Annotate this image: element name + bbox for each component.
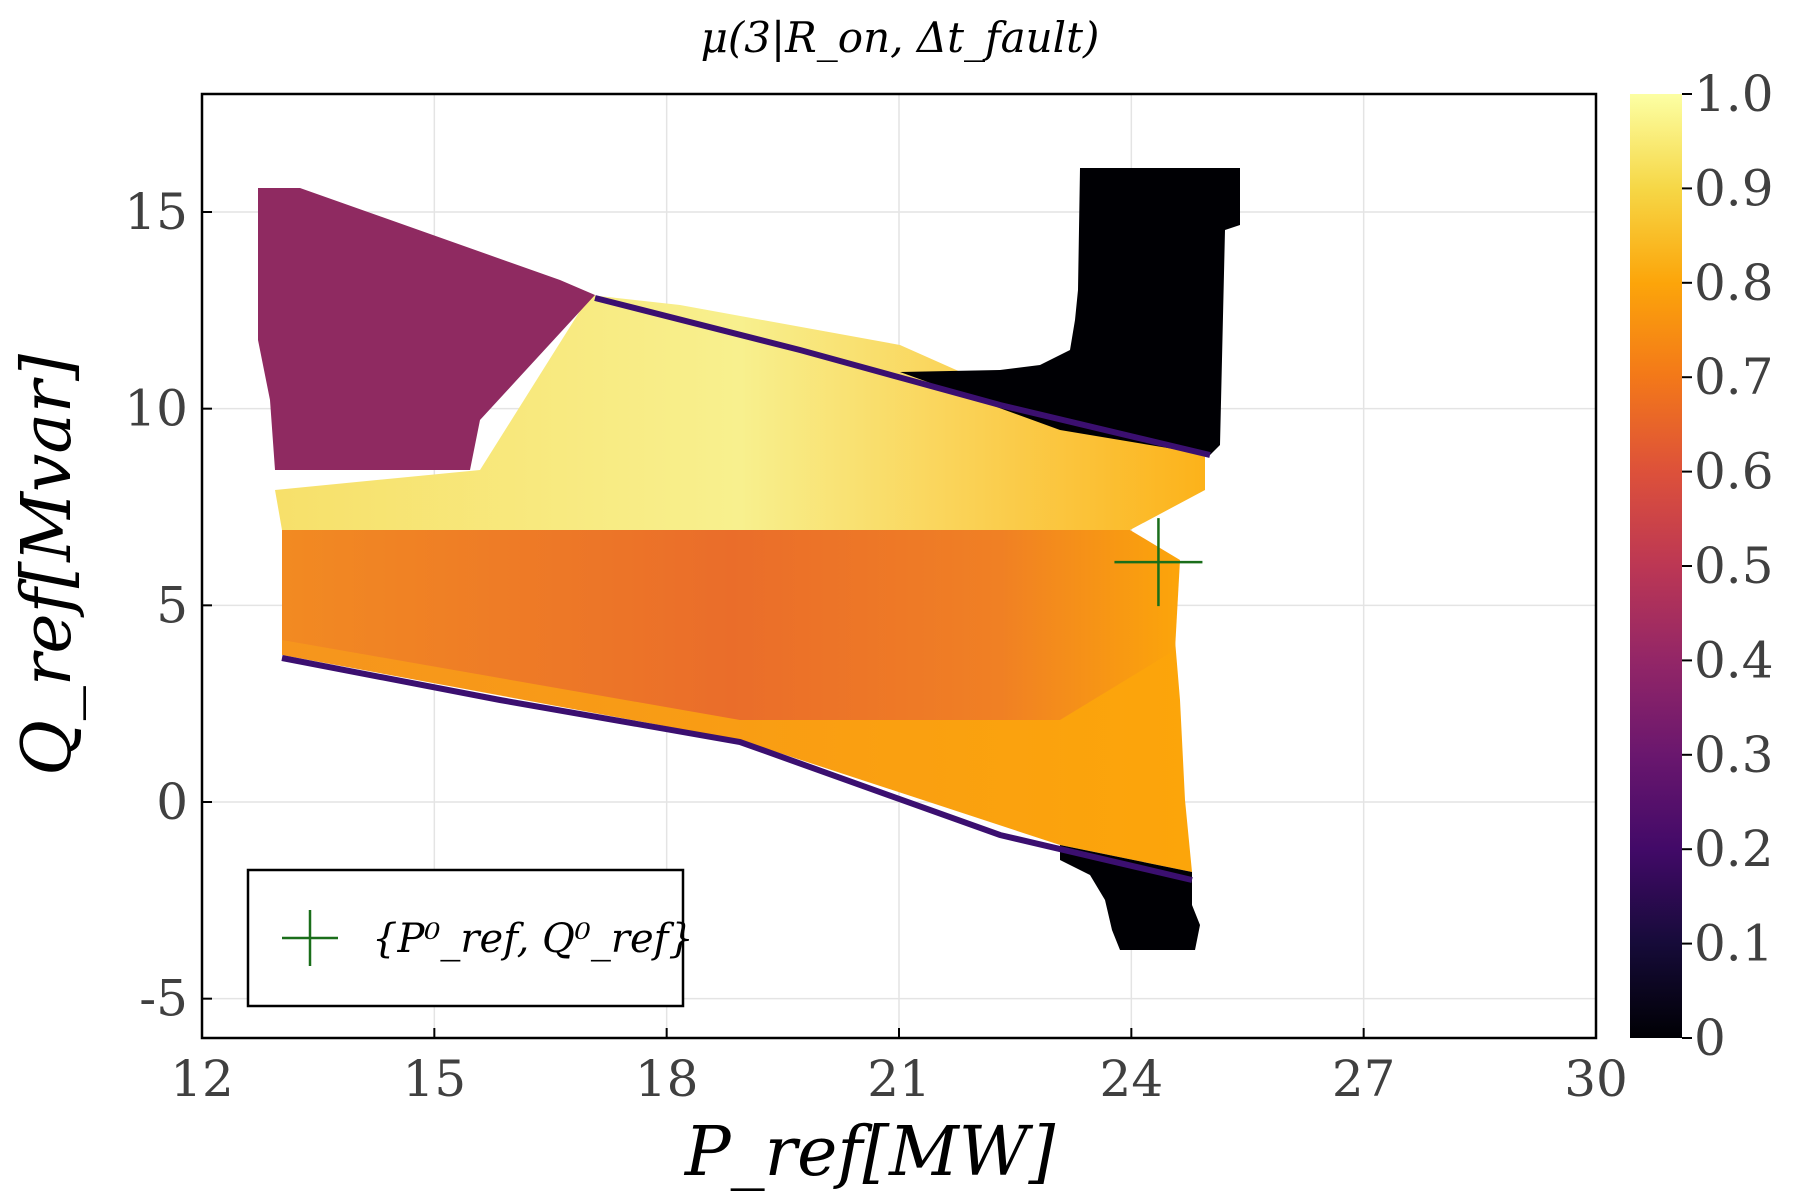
heatmap-edge-lower [281, 655, 1193, 883]
y-tick-label: 0 [156, 773, 188, 831]
colorbar-tick-label: 0 [1694, 1009, 1726, 1067]
heatmap-black-top [900, 168, 1240, 455]
colorbar-tick-label: 0.1 [1694, 915, 1774, 973]
y-tick-label: 5 [156, 576, 188, 634]
legend-label: {P⁰_ref, Q⁰_ref} [372, 916, 694, 962]
x-tick-label: 18 [635, 1050, 699, 1108]
legend: {P⁰_ref, Q⁰_ref} [246, 868, 694, 1008]
x-tick-label: 30 [1564, 1050, 1628, 1108]
heatmap-purple-wedge [258, 188, 595, 470]
colorbar [1630, 94, 1682, 1038]
y-tick-label: 15 [124, 183, 188, 241]
heatmap-edge-upper [594, 295, 1211, 458]
heatmap-image [258, 168, 1240, 950]
colorbar-tick-label: 0.6 [1694, 443, 1774, 501]
y-tick-labels: -5 0 5 10 15 [124, 183, 212, 1028]
colorbar-tick-label: 0.4 [1694, 631, 1774, 689]
x-axis-label: P_ref[MW] [683, 1113, 1056, 1192]
chart-title: μ(3|R_on, Δt_fault) [701, 13, 1100, 62]
colorbar-tick-labels: 0 0.1 0.2 0.3 0.4 0.5 0.6 0.7 0.8 0.9 1.0 [1682, 65, 1774, 1067]
y-axis-label: Q_ref[Mvar] [8, 354, 87, 776]
colorbar-tick-label: 0.2 [1694, 820, 1774, 878]
x-tick-label: 21 [867, 1050, 931, 1108]
heatmap-central-band [282, 530, 1180, 720]
x-tick-label: 24 [1100, 1050, 1164, 1108]
x-tick-label: 15 [403, 1050, 467, 1108]
colorbar-tick-label: 0.7 [1694, 348, 1774, 406]
colorbar-tick-label: 1.0 [1694, 65, 1774, 123]
x-tick-label: 12 [170, 1050, 234, 1108]
y-tick-label: -5 [139, 970, 188, 1028]
colorbar-tick-label: 0.8 [1694, 254, 1774, 312]
x-tick-label: 27 [1332, 1050, 1396, 1108]
colorbar-tick-label: 0.5 [1694, 537, 1774, 595]
colorbar-tick-label: 0.3 [1694, 726, 1774, 784]
heatmap-upper-band [275, 295, 1205, 530]
x-tick-labels: 12 15 18 21 24 27 30 [170, 1028, 1628, 1108]
reference-point-marker [1114, 518, 1203, 607]
y-tick-label: 10 [124, 380, 188, 438]
colorbar-tick-label: 0.9 [1694, 159, 1774, 217]
